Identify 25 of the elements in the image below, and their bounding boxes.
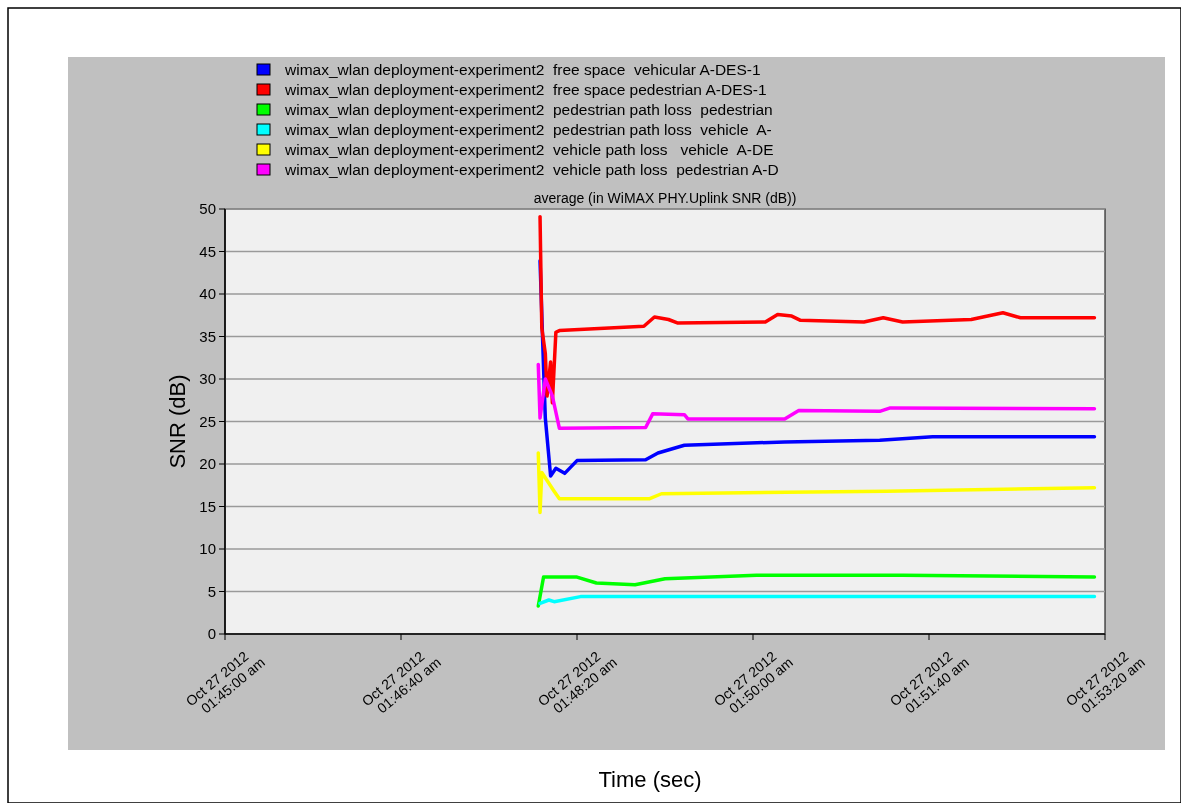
y-axis-title: SNR (dB) — [165, 374, 190, 469]
y-tick-label: 40 — [199, 285, 216, 303]
y-tick-label: 35 — [199, 327, 216, 345]
y-tick-label: 10 — [199, 540, 216, 558]
y-tick-label: 30 — [199, 370, 216, 388]
legend-label: wimax_wlan deployment-experiment2 vehicle path loss pedestrian A-D — [284, 161, 779, 179]
legend-label: wimax_wlan deployment-experiment2 free space pedestrian A-DES-1 — [284, 81, 767, 99]
y-tick-label: 20 — [199, 455, 216, 473]
y-tick-label: 45 — [199, 242, 216, 260]
line-series — [536, 362, 1097, 431]
legend-label: wimax_wlan deployment-experiment2 pedestrian path loss pedestrian — [284, 101, 773, 119]
line-series — [538, 214, 1097, 405]
y-tick-label: 0 — [207, 625, 216, 643]
line-series — [536, 451, 1097, 515]
line-series — [536, 573, 1097, 608]
y-tick-label: 5 — [207, 582, 216, 600]
legend-label: wimax_wlan deployment-experiment2 vehicle path loss vehicle A-DE — [284, 141, 774, 159]
legend-label: wimax_wlan deployment-experiment2 pedestrian path loss vehicle A- — [284, 121, 772, 139]
y-tick-label: 15 — [199, 497, 216, 515]
x-axis-title: Time (sec) — [598, 767, 702, 792]
legend-label: wimax_wlan deployment-experiment2 free space vehicular A-DES-1 — [284, 61, 761, 79]
y-tick-label: 50 — [199, 200, 216, 218]
chart-title: average (in WiMAX PHY.Uplink SNR (dB)) — [533, 190, 797, 206]
line-series — [538, 594, 1097, 606]
y-tick-label: 25 — [199, 412, 216, 430]
